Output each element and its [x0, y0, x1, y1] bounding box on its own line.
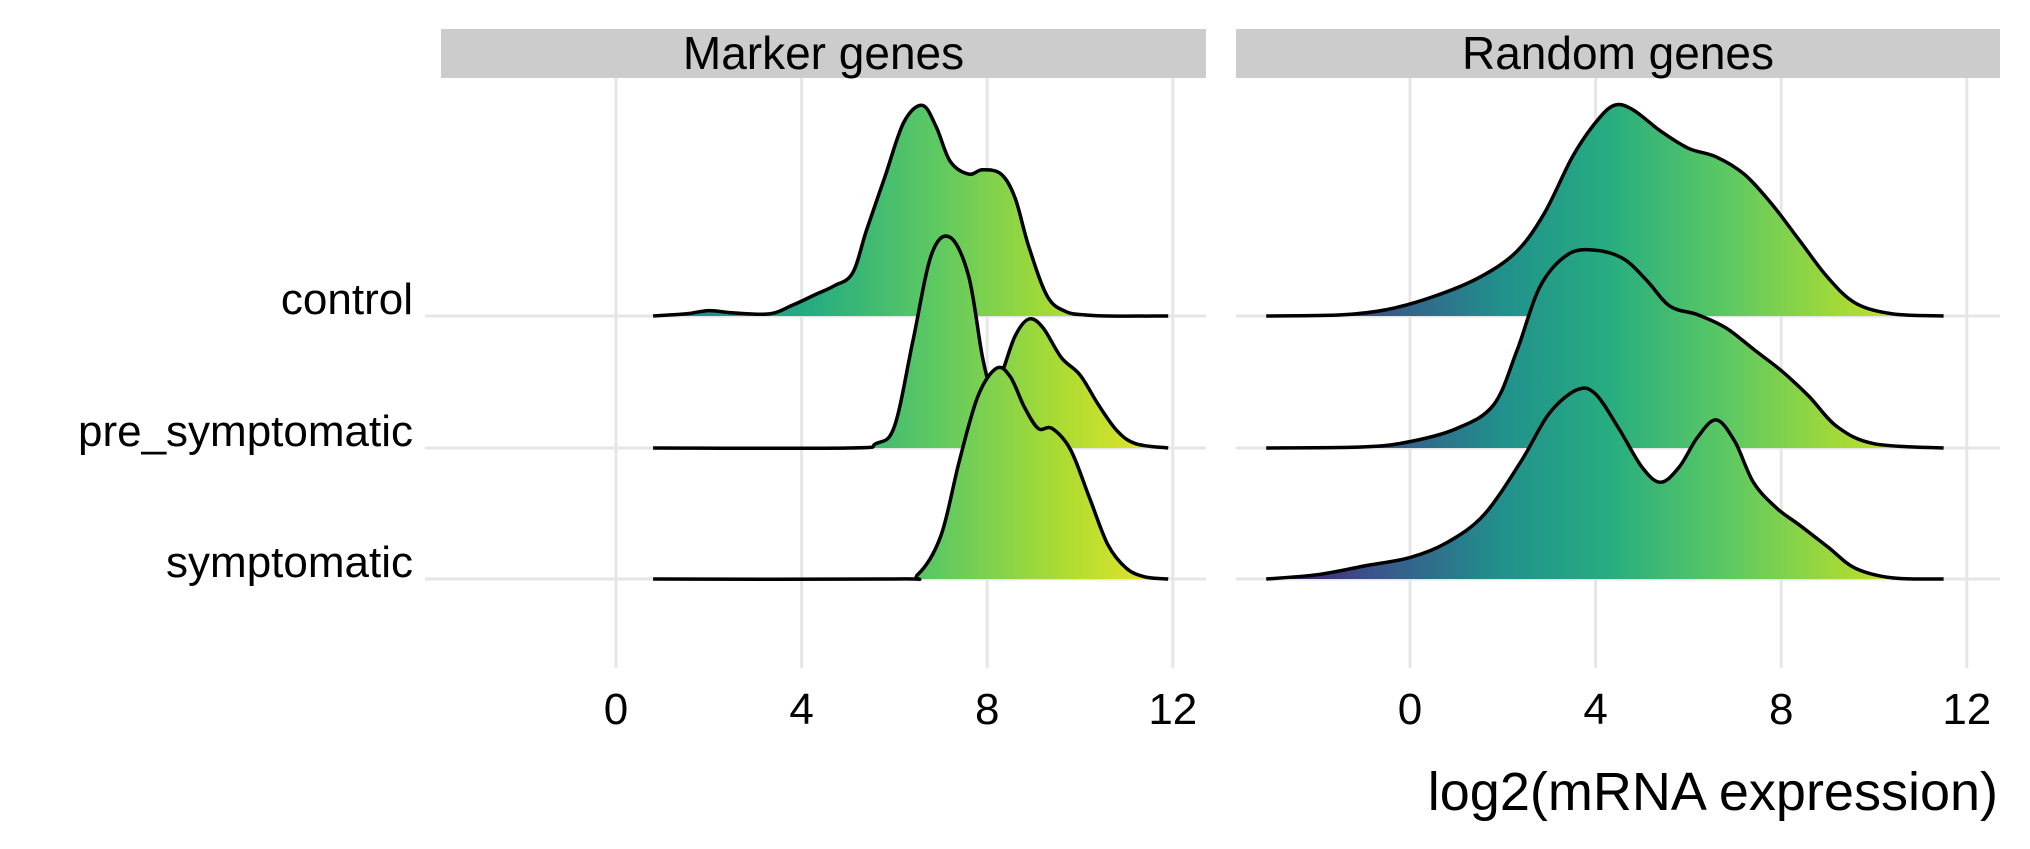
- ridge-line-pre_symptomatic: [1266, 247, 1944, 450]
- ridge-fill-control: [1266, 104, 1944, 316]
- facet-strip: [1236, 29, 2000, 78]
- facet-title: Random genes: [1462, 27, 1774, 79]
- ridge-fill-pre_symptomatic: [1266, 249, 1944, 448]
- y-category-label: symptomatic: [166, 538, 413, 587]
- x-tick-label: 4: [789, 685, 813, 734]
- x-tick-label: 0: [604, 685, 628, 734]
- label-layer: 0 4 8 12 0 4 8 12 control pre_symptomatic symptoma…: [78, 275, 1991, 734]
- ridge-fill-symptomatic: [653, 367, 1169, 580]
- ridge-fill-control: [653, 105, 1169, 317]
- ridge-line-symptomatic: [653, 365, 1169, 582]
- ridge-line-control: [652, 103, 1169, 318]
- x-tick-label: 12: [1148, 685, 1197, 734]
- ridge-layer: [652, 102, 1944, 582]
- ridge-fill-pre_symptomatic: [653, 236, 1169, 449]
- x-tick-label: 4: [1583, 685, 1607, 734]
- ridge-line-control: [1266, 102, 1944, 318]
- x-tick-label: 12: [1942, 685, 1991, 734]
- strip-layer: Marker genes Random genes: [441, 27, 2000, 79]
- facet-strip: [441, 29, 1206, 78]
- y-category-label: control: [281, 275, 413, 324]
- ridge-line-symptomatic: [1266, 386, 1944, 581]
- x-tick-label: 0: [1398, 685, 1422, 734]
- ridge-fill-symptomatic: [1266, 388, 1944, 580]
- x-axis-title: log2(mRNA expression): [1428, 762, 1998, 822]
- facet-title: Marker genes: [683, 27, 964, 79]
- y-category-label: pre_symptomatic: [78, 407, 413, 456]
- x-tick-label: 8: [1769, 685, 1793, 734]
- x-tick-label: 8: [975, 685, 999, 734]
